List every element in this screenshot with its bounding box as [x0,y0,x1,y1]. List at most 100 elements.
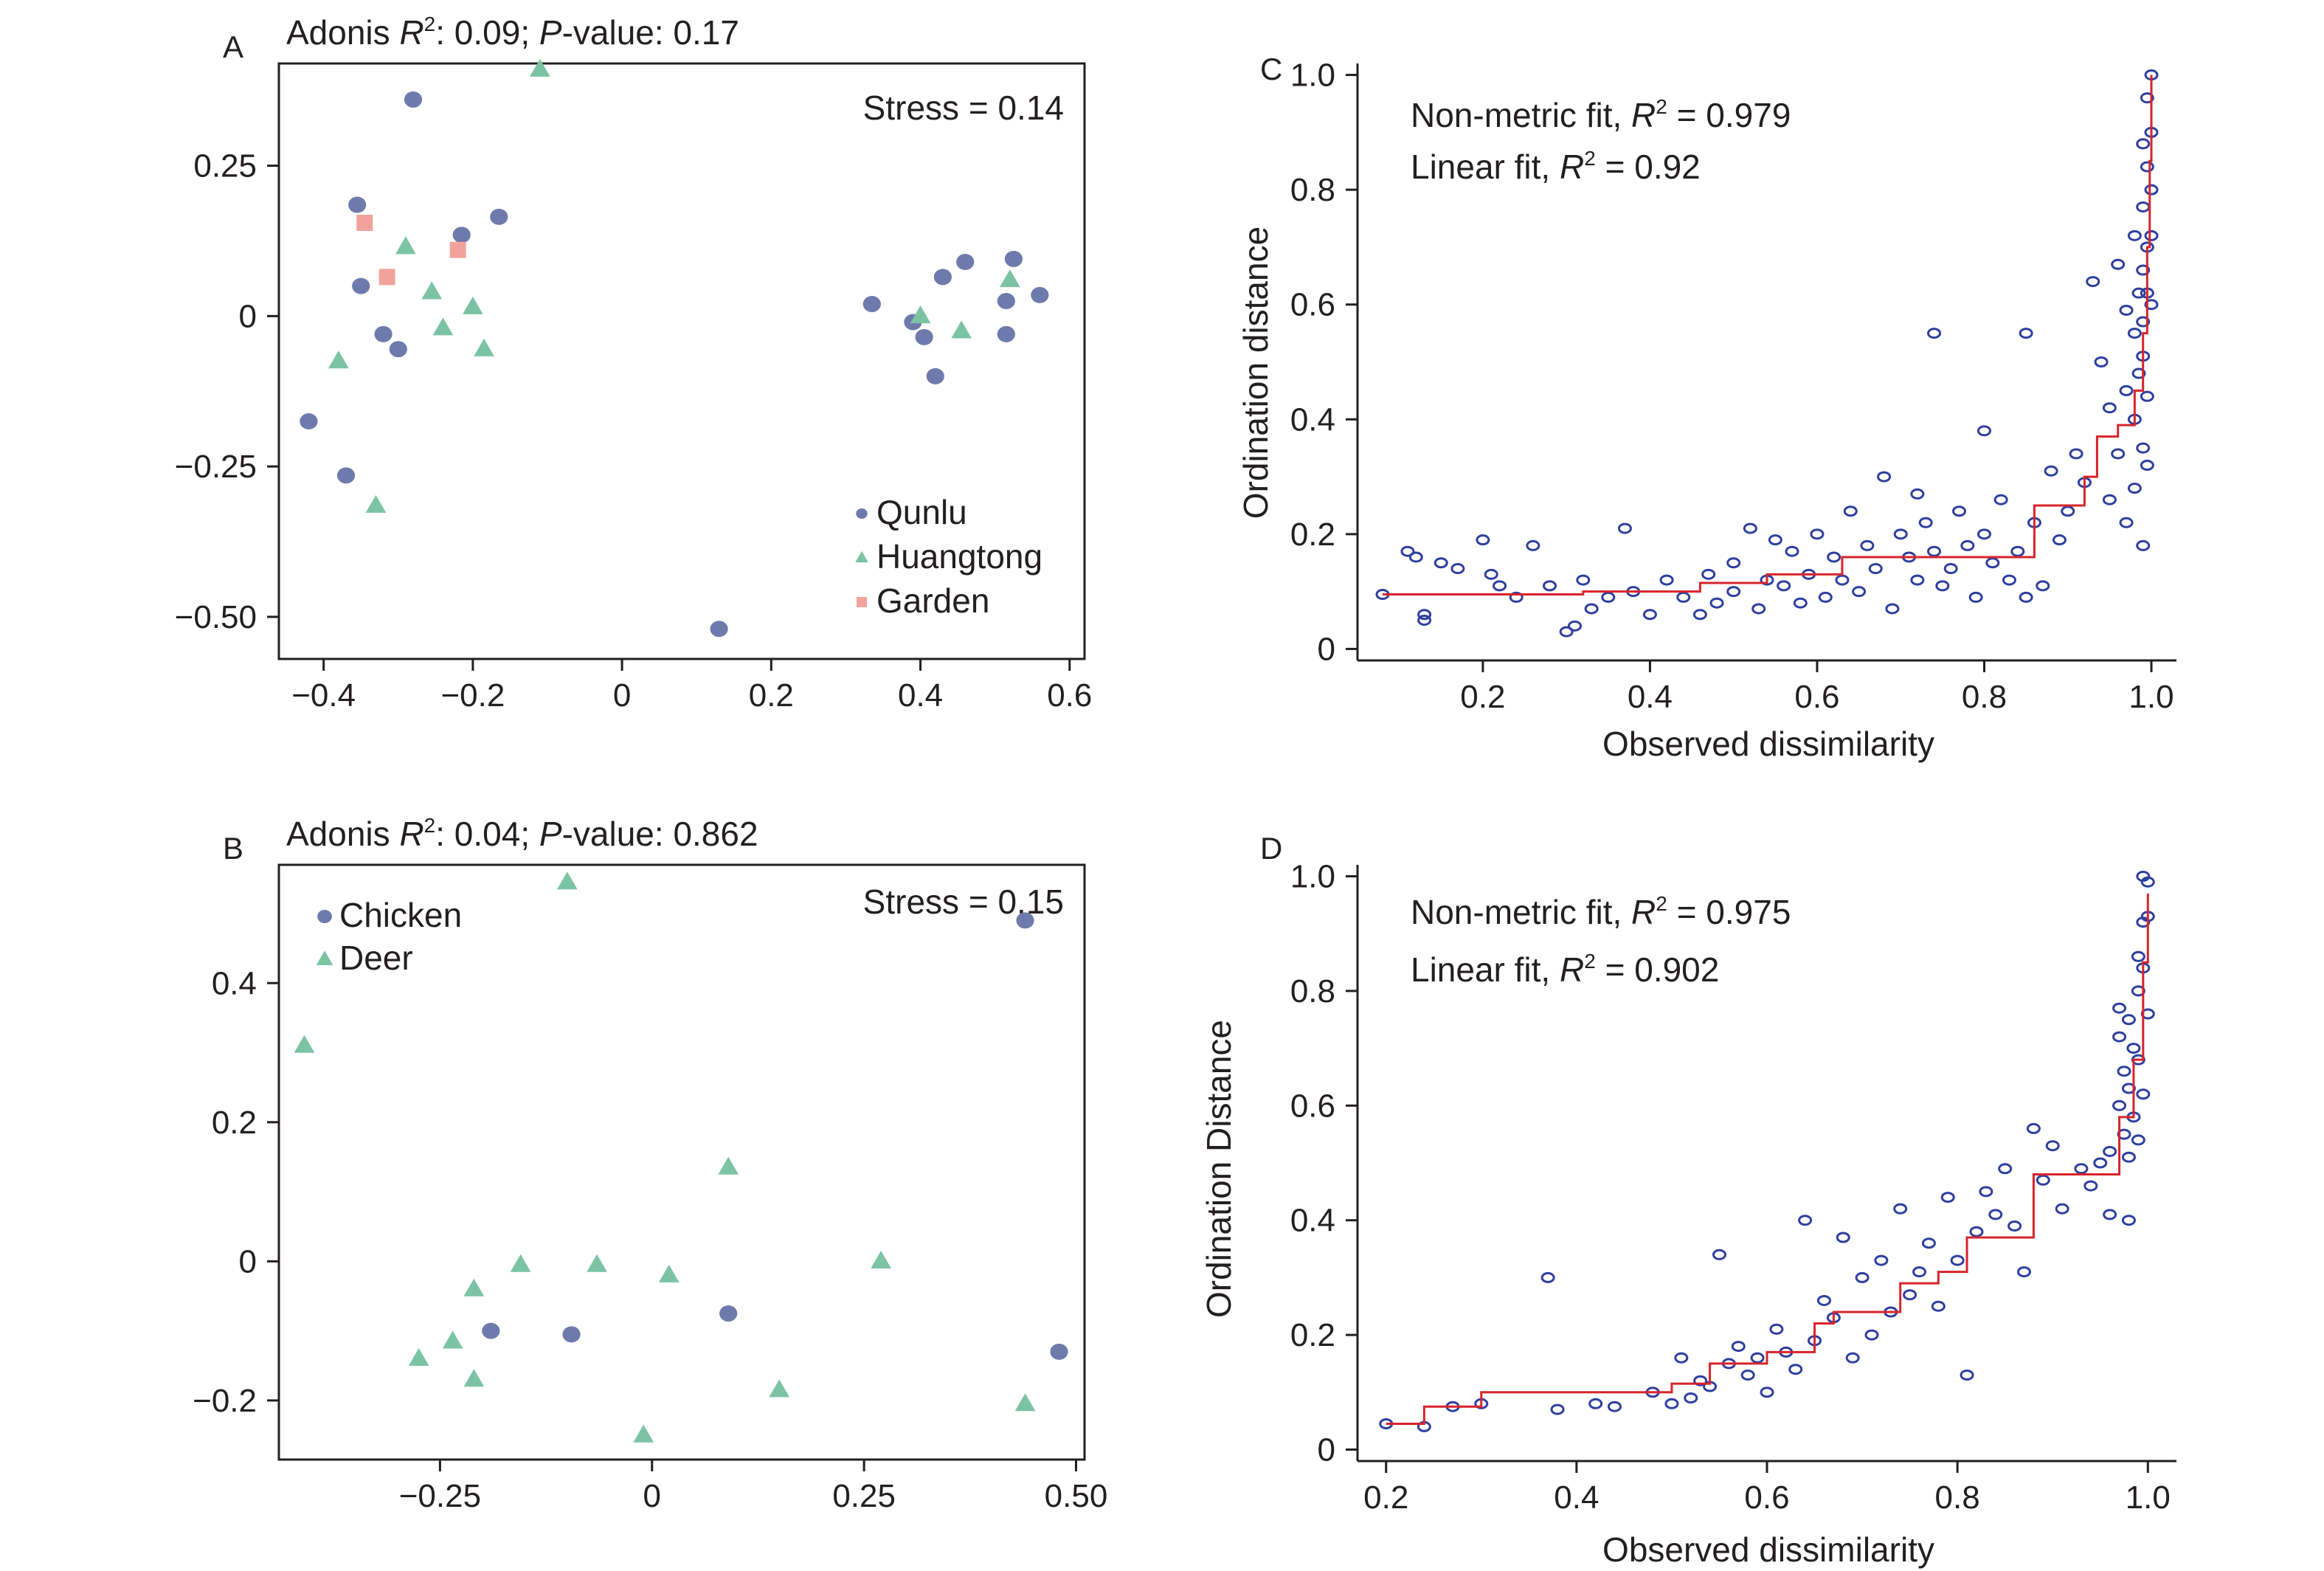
data-point-qunlu [915,328,933,345]
data-point [1993,494,2008,505]
data-point [1692,609,1707,621]
data-point-qunlu [300,413,318,430]
data-point [1567,620,1582,632]
data-point [1601,591,1616,603]
data-point [2036,1174,2050,1186]
x-tick-label: 0.4 [898,677,943,714]
y-tick-label: 0.4 [1290,401,1335,438]
data-point [1740,1369,1755,1381]
data-point [2136,201,2151,213]
data-point-deer [463,1369,485,1387]
data-point [1684,1392,1698,1404]
data-point [2119,384,2134,396]
data-point [2019,328,2033,339]
x-axis-label-d: Observed dissimilarity [1602,1530,1934,1569]
x-tick-label: 0.4 [1554,1479,1599,1516]
data-point [2131,1054,2145,1066]
data-point [2131,950,2145,962]
data-point [2102,494,2117,505]
data-point-qunlu [452,227,471,244]
legend-marker-garden [857,597,867,607]
adonis-title-b: Adonis R2: 0.04; P-value: 0.862 [286,814,758,853]
data-point [1860,539,1875,551]
stress-label-b: Stress = 0.15 [863,883,1064,921]
data-point [1484,568,1498,580]
x-tick-label: 0.2 [749,677,794,714]
data-point [2144,299,2159,311]
y-tick-label: −0.25 [175,449,257,485]
data-point [1950,1254,1965,1266]
data-point [2121,1083,2136,1094]
y-axis-label-c: Ordination distance [1237,227,1275,519]
x-tick-label: 1.0 [2126,1479,2171,1516]
data-point-chicken [482,1322,500,1339]
data-point [1743,522,1757,534]
data-point [1760,1387,1774,1398]
x-tick-label: 0 [613,677,631,714]
data-point [2102,402,2117,414]
data-point [2044,465,2058,477]
panel-label-d: D [1260,831,1282,866]
data-point [1788,1364,1803,1375]
data-point [2121,1151,2136,1163]
x-tick-label: 0.6 [1744,1479,1789,1516]
data-point [1777,580,1791,592]
data-point [1664,1398,1679,1409]
x-tick-label: 0.8 [1935,1479,1980,1516]
data-point [1985,557,2000,569]
x-tick-label: 0.2 [1363,1479,1408,1516]
data-point [2036,580,2050,592]
data-point [2007,1220,2022,1232]
data-point [1588,1398,1603,1409]
data-point [2112,1099,2127,1111]
y-tick-label: 0 [239,1243,257,1280]
data-point [2112,1031,2127,1043]
plot-area-d: 0.2 0.4 0.6 0.8 1.0 0 0.2 0.4 0.6 0.8 1.0 [1290,859,2176,1516]
data-point [2140,1008,2155,1020]
data-point [1540,1271,1555,1283]
data-point [2119,304,2134,316]
data-point [1988,1209,2003,1220]
data-point [2093,1157,2108,1169]
data-point-chicken [1050,1343,1068,1360]
legend-marker-huangtong [855,550,868,563]
x-axis-label-c: Observed dissimilarity [1602,725,1934,763]
data-point [1768,534,1782,546]
y-tick-label: 0.25 [193,148,257,184]
data-point [2136,316,2151,328]
data-point-qunlu [1031,286,1049,303]
data-point [2016,1266,2031,1278]
data-point [1903,1289,1917,1301]
panel-c: C Non-metric fit, R2 = 0.979 Linear fit,… [1237,52,2176,763]
data-point [1977,425,1991,437]
data-point [1450,563,1465,575]
data-point [2103,1145,2117,1157]
data-point [1968,591,1983,603]
legend-b: Chicken Deer [316,896,462,977]
data-point [1998,1163,2013,1175]
data-point [1559,626,1574,638]
y-tick-label: 0.6 [1290,287,1335,323]
data-point-deer [294,1035,315,1053]
data-point [2103,1209,2117,1220]
y-tick-label: −0.50 [175,599,257,635]
data-point-garden [449,241,466,258]
data-point [1845,1352,1860,1364]
data-point [1877,471,1892,483]
data-point [2094,356,2109,367]
adonis-title-a: Adonis R2: 0.09; P-value: 0.17 [286,13,739,52]
data-point-huangtong [474,338,494,356]
panel-b: B Adonis R2: 0.04; P-value: 0.862 Stress… [193,814,1107,1514]
data-point [2074,1163,2089,1175]
data-point [2117,1066,2131,1077]
data-point-deer [718,1156,739,1175]
data-point-deer [658,1264,679,1282]
data-point-garden [356,215,373,232]
data-point [2136,442,2151,454]
data-point [2069,448,2083,460]
data-point [2002,574,2016,586]
data-point [1400,545,1415,557]
panel-label-a: A [223,30,243,64]
data-point [2010,545,2025,557]
data-point-qunlu [710,621,728,638]
